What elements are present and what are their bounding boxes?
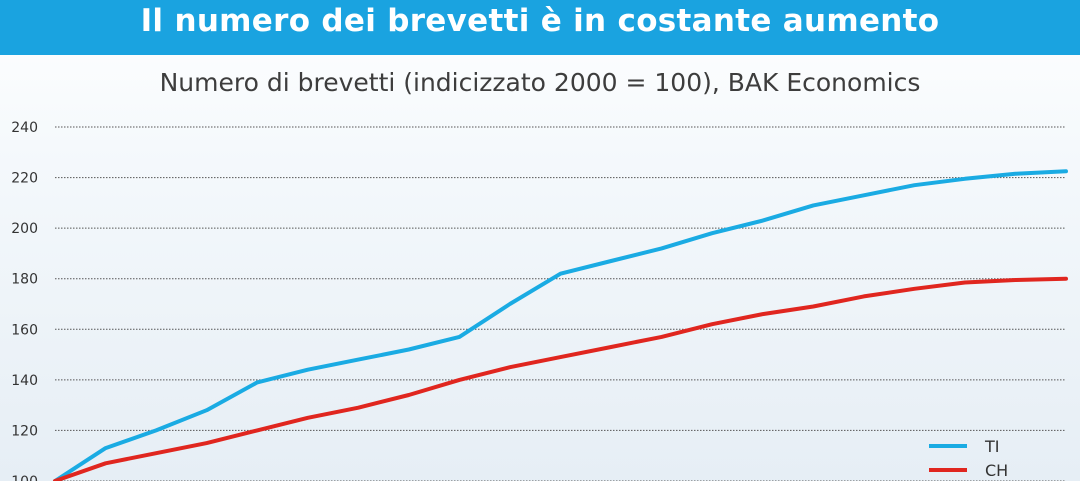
legend-label-ti: TI bbox=[984, 437, 1000, 456]
series-line-ti bbox=[53, 169, 1068, 481]
y-tick-label: 140 bbox=[11, 373, 38, 389]
chart-title: Numero di brevetti (indicizzato 2000 = 1… bbox=[159, 68, 921, 97]
page-title: Il numero dei brevetti è in costante aum… bbox=[0, 0, 1080, 55]
y-tick-label: 120 bbox=[11, 423, 38, 439]
legend-label-ch: CH bbox=[985, 461, 1008, 480]
y-tick-label: 240 bbox=[11, 120, 38, 136]
y-tick-label: 180 bbox=[11, 272, 38, 288]
series-line-ch bbox=[53, 276, 1068, 481]
y-tick-label: 200 bbox=[11, 221, 38, 237]
y-tick-label: 220 bbox=[11, 171, 38, 187]
y-tick-label: 100 bbox=[11, 474, 38, 481]
y-tick-label: 160 bbox=[11, 322, 38, 338]
